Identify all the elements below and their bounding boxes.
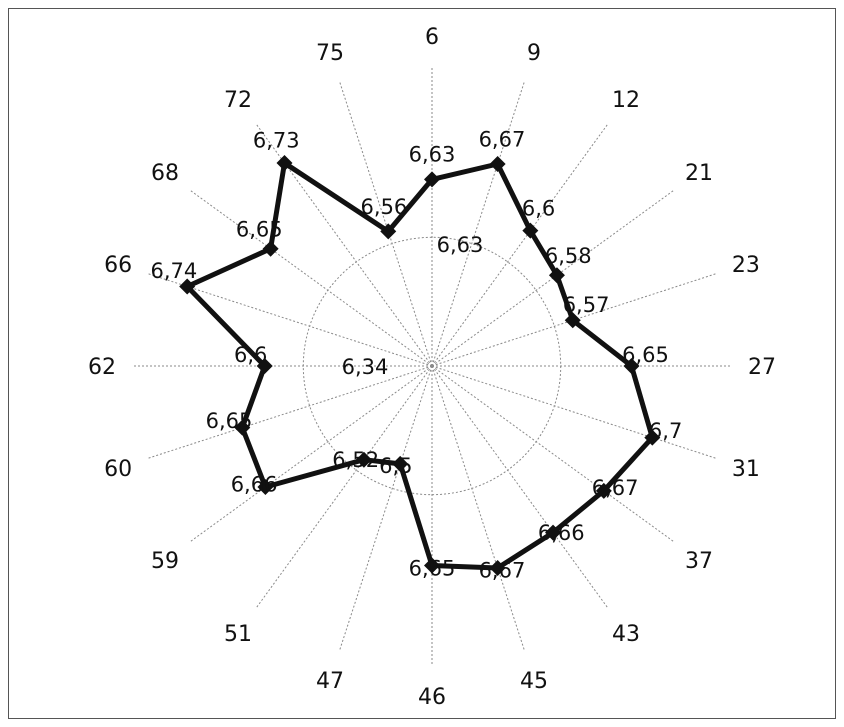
data-label-43: 6,66 xyxy=(538,521,585,545)
data-point-37 xyxy=(595,482,612,499)
data-label-66: 6,74 xyxy=(151,259,198,283)
data-label-62: 6,6 xyxy=(234,343,267,367)
category-label-6: 6 xyxy=(425,25,439,50)
extra-label-0: 6,63 xyxy=(437,233,484,257)
data-label-60: 6,65 xyxy=(206,409,253,433)
spoke-47 xyxy=(338,365,433,652)
data-point-9 xyxy=(489,156,506,173)
category-label-46: 46 xyxy=(418,685,446,710)
data-label-46: 6,65 xyxy=(409,556,456,580)
data-point-68 xyxy=(262,240,279,257)
spoke-31 xyxy=(431,365,718,460)
extra-label-1: 6,34 xyxy=(342,355,389,379)
spoke-59 xyxy=(189,365,433,543)
spoke-9 xyxy=(431,80,526,367)
data-label-59: 6,66 xyxy=(231,472,278,496)
spoke-51 xyxy=(255,365,433,609)
data-label-31: 6,7 xyxy=(649,419,682,443)
data-label-6: 6,63 xyxy=(409,142,456,166)
label-layer: 6,636,676,66,586,576,656,76,676,666,676,… xyxy=(88,25,776,710)
data-point-66 xyxy=(179,278,196,295)
spoke-75 xyxy=(338,80,433,367)
spoke-60 xyxy=(146,365,433,460)
data-label-45: 6,67 xyxy=(479,558,526,582)
category-label-21: 21 xyxy=(685,161,713,186)
category-label-75: 75 xyxy=(316,41,344,66)
data-point-46 xyxy=(424,557,440,574)
data-point-21 xyxy=(548,267,565,284)
data-label-9: 6,67 xyxy=(479,128,526,152)
category-label-62: 62 xyxy=(88,355,116,380)
data-label-21: 6,58 xyxy=(545,244,592,268)
spoke-12 xyxy=(431,123,609,367)
spoke-72 xyxy=(255,123,433,367)
category-label-72: 72 xyxy=(224,88,252,113)
category-label-43: 43 xyxy=(612,622,640,647)
data-point-23 xyxy=(564,312,581,329)
category-label-12: 12 xyxy=(612,88,640,113)
data-point-47 xyxy=(392,455,409,472)
spoke-45 xyxy=(431,365,526,652)
data-label-68: 6,65 xyxy=(236,218,283,242)
data-label-27: 6,65 xyxy=(622,343,669,367)
data-point-75 xyxy=(380,223,397,240)
category-label-37: 37 xyxy=(685,549,713,574)
spoke-37 xyxy=(431,365,675,543)
spoke-43 xyxy=(431,365,609,609)
data-point-12 xyxy=(522,222,539,239)
category-label-59: 59 xyxy=(151,549,179,574)
spoke-66 xyxy=(146,272,433,367)
category-label-23: 23 xyxy=(732,253,760,278)
category-label-45: 45 xyxy=(520,669,548,694)
data-point-72 xyxy=(276,154,293,171)
chart-frame xyxy=(8,8,836,719)
category-label-31: 31 xyxy=(732,457,760,482)
spoke-68 xyxy=(189,189,433,367)
category-label-68: 68 xyxy=(151,161,179,186)
category-label-27: 27 xyxy=(748,355,776,380)
data-label-12: 6,6 xyxy=(522,196,555,220)
data-point-31 xyxy=(644,429,661,446)
data-label-51: 6,52 xyxy=(332,448,379,472)
category-label-60: 60 xyxy=(104,457,132,482)
data-point-43 xyxy=(545,524,562,541)
category-label-47: 47 xyxy=(316,669,344,694)
category-label-51: 51 xyxy=(224,622,252,647)
category-label-66: 66 xyxy=(104,253,132,278)
data-point-60 xyxy=(234,419,251,436)
data-point-62 xyxy=(256,358,273,374)
data-point-6 xyxy=(424,171,440,188)
data-label-72: 6,73 xyxy=(253,129,300,153)
data-label-23: 6,57 xyxy=(563,293,610,317)
data-label-47: 6,5 xyxy=(379,454,412,478)
series-layer xyxy=(179,154,661,576)
data-point-45 xyxy=(489,559,506,576)
data-point-51 xyxy=(355,451,372,468)
data-point-59 xyxy=(257,479,274,496)
category-label-9: 9 xyxy=(527,41,541,66)
grid-layer xyxy=(132,66,732,666)
data-label-75: 6,56 xyxy=(361,195,408,219)
data-point-27 xyxy=(623,358,640,374)
data-label-37: 6,67 xyxy=(592,476,639,500)
